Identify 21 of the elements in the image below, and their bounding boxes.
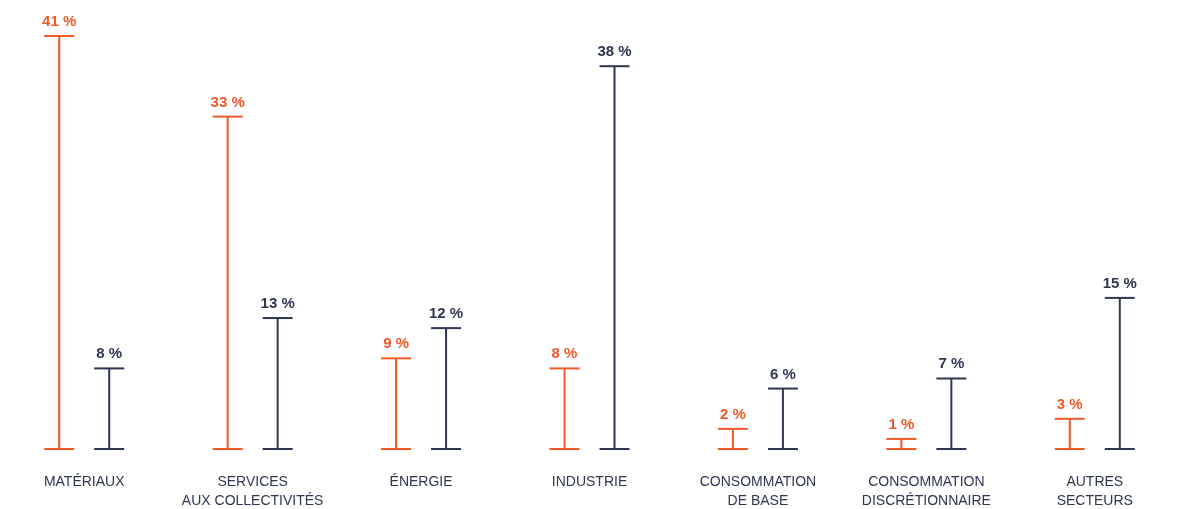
data-label: 13 % — [260, 294, 295, 312]
data-label: 1 % — [888, 414, 915, 432]
x-tick-label: AUTRES SECTEURS — [1056, 472, 1133, 508]
data-label: 33 % — [210, 92, 245, 110]
data-label: 2 % — [720, 404, 746, 422]
data-label: 7 % — [938, 354, 965, 372]
x-tick-label: CONSOMMATION DISCRÉTIONNAIRE — [861, 472, 991, 508]
data-label: 8 % — [96, 344, 123, 362]
data-label: 3 % — [1056, 394, 1083, 412]
x-tick-label: CONSOMMATION DE BASE — [699, 472, 817, 508]
x-tick-label: ÉNERGIE — [389, 472, 453, 489]
data-label: 9 % — [383, 334, 409, 352]
data-label: 8 % — [551, 344, 578, 362]
data-label: 15 % — [1102, 273, 1137, 291]
data-label: 12 % — [428, 304, 464, 322]
data-label: 41 % — [42, 12, 77, 29]
x-tick-label: INDUSTRIE — [551, 472, 628, 489]
data-label: 38 % — [597, 42, 632, 60]
x-tick-label: MATÉRIAUX — [43, 472, 126, 489]
x-tick-label: SERVICES AUX COLLECTIVITÉS — [181, 472, 324, 508]
data-label: 6 % — [770, 364, 796, 382]
